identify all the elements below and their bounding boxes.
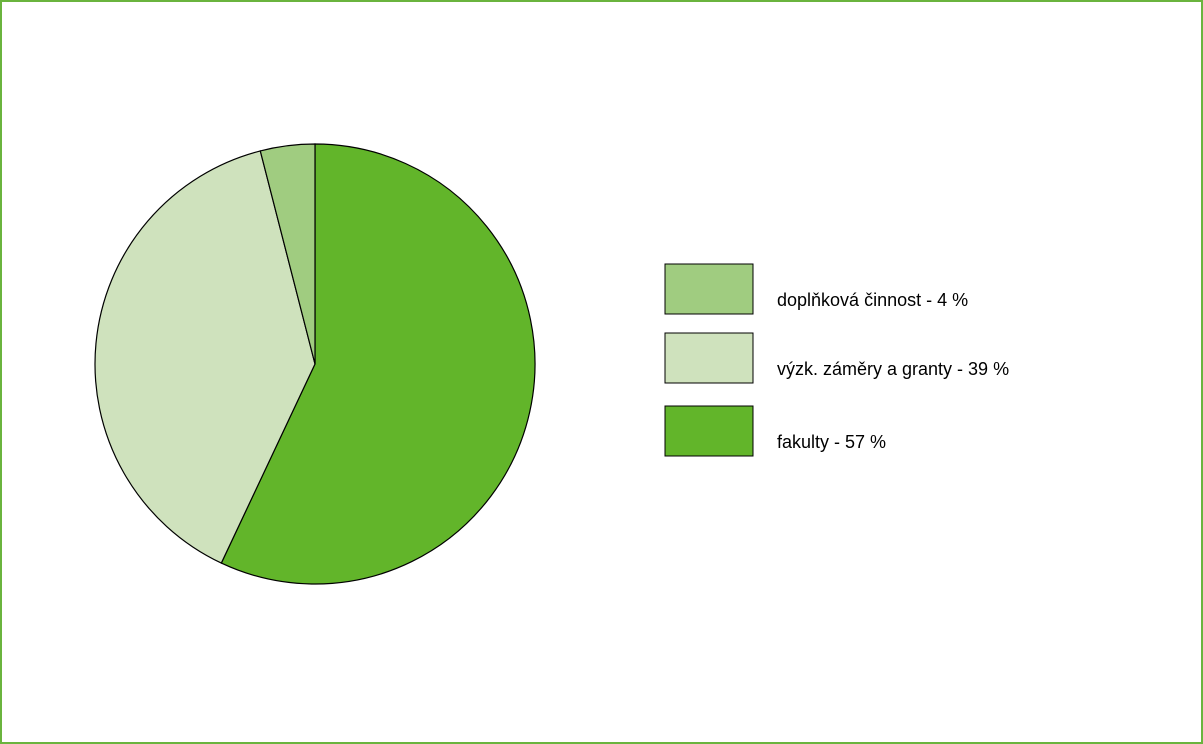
pie-slice [220, 143, 536, 585]
legend-swatch [664, 263, 754, 315]
pie-slice [259, 143, 316, 365]
pie-slice [94, 150, 316, 564]
legend-swatch [664, 332, 754, 384]
legend-label: fakulty - 57 % [777, 432, 886, 452]
legend-swatch [664, 405, 754, 457]
legend-label: výzk. záměry a granty - 39 % [777, 359, 1009, 379]
legend-label: doplňková činnost - 4 % [777, 290, 968, 310]
